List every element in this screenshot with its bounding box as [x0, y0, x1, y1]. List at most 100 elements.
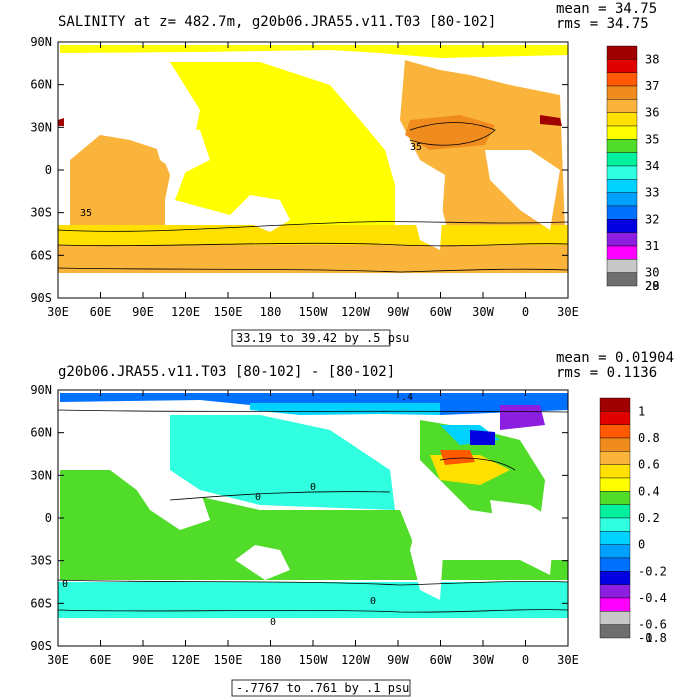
panel2-colorbar: 1 0.8 0.6 0.4 0.2 0 -0.2 -0.4 -0.6-0.8-1: [599, 397, 667, 645]
panel1-axes: 30E 60E 90E 120E 150E 180 150W 120W 90W 60W 30W 0 30…: [30, 35, 579, 319]
x-tick-label: 150W: [299, 305, 329, 319]
panel2-contour-label-5: 0: [270, 617, 276, 628]
y-tick-label: 90N: [30, 35, 52, 49]
panel2-range-note: -.7767 to .761 by .1 psu: [236, 681, 409, 695]
colorbar-swatch: [599, 451, 631, 465]
x-tick-label: 60E: [90, 305, 112, 319]
y-tick-label: 90N: [30, 383, 52, 397]
colorbar-swatch: [606, 139, 638, 153]
y-tick-label: 60S: [30, 596, 52, 610]
x-tick-label: 120E: [171, 653, 200, 667]
colorbar-swatch: [606, 272, 638, 287]
colorbar-label: 0.2: [638, 511, 660, 525]
colorbar-label: 35: [645, 132, 659, 146]
colorbar-label: 1: [638, 404, 645, 418]
colorbar-swatch: [606, 125, 638, 140]
panel1-range-box: [231, 329, 391, 347]
y-tick-label: 60N: [30, 426, 52, 440]
colorbar-label: 29: [645, 279, 659, 293]
colorbar-swatch: [606, 85, 638, 100]
colorbar-label: 33: [645, 186, 659, 200]
panel2-range-box: [231, 679, 411, 697]
colorbar-label: -1: [638, 631, 652, 645]
panel2-axes: 30E 60E 90E 120E 150E 180 150W 120W 90W 60W 30W 0 30…: [30, 383, 579, 667]
x-tick-label: 90W: [387, 305, 409, 319]
colorbar-swatch: [606, 219, 638, 233]
colorbar-swatch: [599, 477, 631, 492]
colorbar-swatch: [606, 259, 638, 273]
panel1-range-note: 33.19 to 39.42 by .5 psu: [236, 331, 409, 345]
colorbar-swatch: [599, 531, 631, 545]
colorbar-swatch: [606, 45, 638, 60]
colorbar-swatch: [599, 624, 631, 639]
y-tick-label: 30S: [30, 554, 52, 568]
panel-salinity: SALINITY at z= 482.7m, g20b06.JRA55.v11.…: [30, 1, 659, 347]
x-tick-label: 180: [260, 305, 282, 319]
x-tick-label: 120W: [341, 305, 371, 319]
colorbar-swatch: [599, 517, 631, 532]
colorbar-swatch: [599, 424, 631, 439]
colorbar-swatch: [599, 597, 631, 612]
panel2-title: g20b06.JRA55.v11.T03 [80-102] - [80-102]: [58, 364, 395, 380]
x-tick-label: 30E: [557, 653, 579, 667]
panel-difference: g20b06.JRA55.v11.T03 [80-102] - [80-102]…: [30, 350, 674, 697]
panel2-rms: rms = 0.1136: [556, 365, 657, 381]
x-tick-label: 60E: [90, 653, 112, 667]
colorbar-swatch: [599, 411, 631, 425]
colorbar-label: 0: [638, 538, 645, 552]
colorbar-label: 37: [645, 79, 659, 93]
colorbar-swatch: [599, 491, 631, 505]
x-tick-label: 30E: [47, 305, 69, 319]
x-tick-label: 150E: [214, 305, 243, 319]
colorbar-label: 32: [645, 212, 659, 226]
y-tick-label: 0: [45, 163, 52, 177]
x-tick-label: 0: [522, 305, 529, 319]
colorbar-label: 38: [645, 52, 659, 66]
colorbar-swatch: [606, 179, 638, 193]
x-tick-label: 90E: [132, 305, 154, 319]
x-tick-label: 150W: [299, 653, 329, 667]
panel1-mean: mean = 34.75: [556, 1, 657, 17]
colorbar-swatch: [599, 611, 631, 625]
y-tick-label: 30S: [30, 206, 52, 220]
y-tick-label: 90S: [30, 639, 52, 653]
y-tick-label: 30N: [30, 120, 52, 134]
x-tick-label: 180: [260, 653, 282, 667]
colorbar-label: 0.6: [638, 458, 660, 472]
colorbar-swatch: [599, 584, 631, 599]
colorbar-label: -0.2: [638, 564, 667, 578]
colorbar-swatch: [606, 192, 638, 207]
panel1-map: 35 35: [58, 42, 568, 298]
panel2-contour-label-3: 0: [310, 482, 316, 493]
panel2-map: 0 0 0 0 0 -.4: [58, 390, 568, 646]
colorbar-label: 36: [645, 106, 659, 120]
colorbar-swatch: [599, 544, 631, 559]
panel2-mean: mean = 0.01904: [556, 350, 674, 366]
colorbar-label: -0.6: [638, 618, 667, 632]
panel1-title: SALINITY at z= 482.7m, g20b06.JRA55.v11.…: [58, 14, 496, 30]
colorbar-swatch: [599, 464, 631, 479]
colorbar-swatch: [606, 205, 638, 220]
y-tick-label: 30N: [30, 468, 52, 482]
x-tick-label: 30W: [472, 305, 494, 319]
colorbar-swatch: [606, 59, 638, 73]
colorbar-label: -0.4: [638, 591, 667, 605]
y-tick-label: 60N: [30, 78, 52, 92]
x-tick-label: 60W: [430, 305, 452, 319]
colorbar-swatch: [606, 112, 638, 127]
colorbar-label: 0.8: [638, 431, 660, 445]
colorbar-label: -0.8: [638, 631, 667, 645]
colorbar-swatch: [606, 165, 638, 180]
x-tick-label: 0: [522, 653, 529, 667]
colorbar-swatch: [606, 245, 638, 260]
colorbar-swatch: [606, 152, 638, 167]
panel1-rms: rms = 34.75: [556, 16, 649, 32]
colorbar-label: 0.4: [638, 484, 660, 498]
x-tick-label: 120E: [171, 305, 200, 319]
panel1-contour-label-1: 35: [80, 208, 92, 219]
colorbar-swatch: [606, 232, 638, 247]
panel1-contour-label-2: 35: [410, 142, 422, 153]
x-tick-label: 30E: [47, 653, 69, 667]
y-tick-label: 0: [45, 511, 52, 525]
